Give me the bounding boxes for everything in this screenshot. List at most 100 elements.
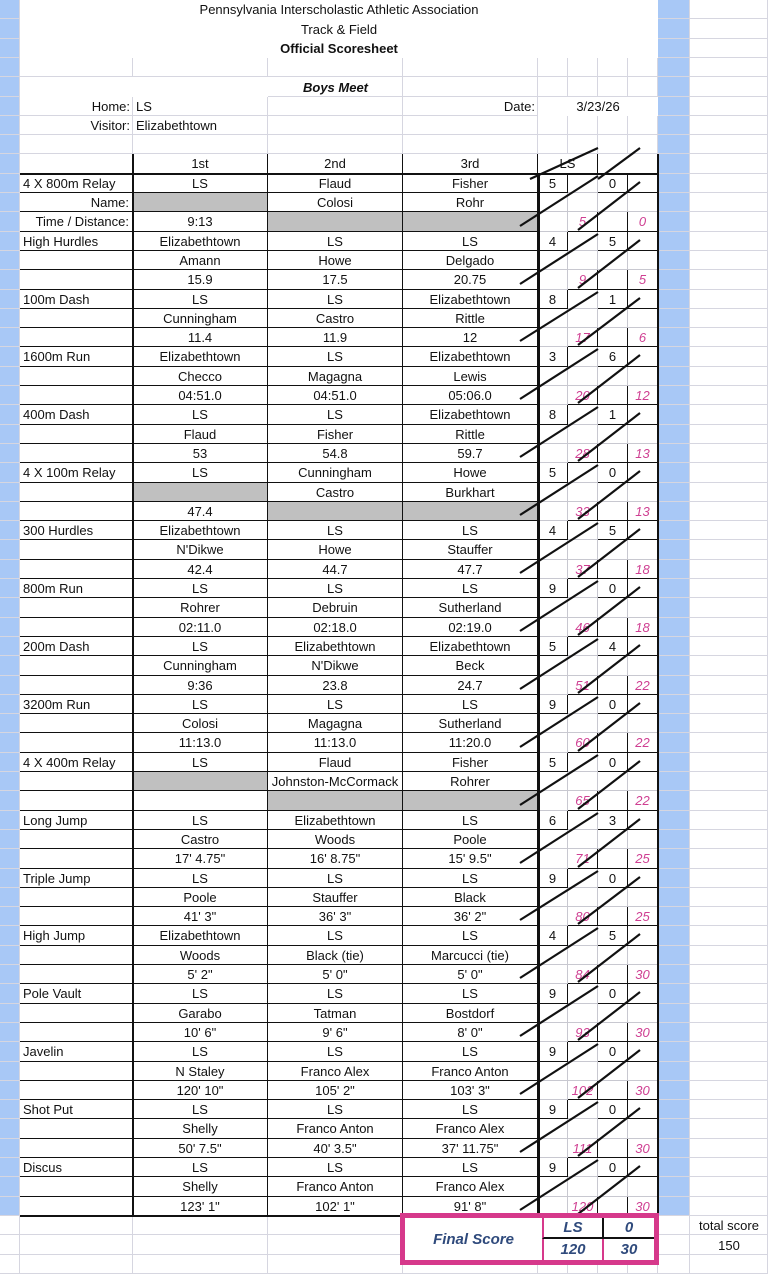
visitor-running-total[interactable]: 30 — [628, 965, 658, 984]
frozen-column-cell[interactable] — [658, 251, 690, 270]
frozen-column-cell[interactable] — [0, 386, 20, 405]
grid-cell[interactable] — [690, 1255, 768, 1274]
place-team[interactable]: Elizabethtown — [403, 405, 538, 425]
visitor-running-total[interactable]: 18 — [628, 560, 658, 579]
grid-cell[interactable] — [658, 1216, 690, 1235]
frozen-column-cell[interactable] — [658, 58, 690, 77]
grid-cell[interactable] — [690, 1081, 768, 1100]
place-team[interactable]: Fisher — [403, 174, 538, 193]
athlete-name[interactable]: Franco Alex — [403, 1119, 538, 1139]
frozen-column-cell[interactable] — [0, 116, 20, 135]
frozen-column-cell[interactable] — [0, 1023, 20, 1042]
grid-cell[interactable] — [690, 1177, 768, 1197]
frozen-column-cell[interactable] — [0, 290, 20, 309]
grid-cell[interactable] — [403, 77, 538, 97]
athlete-name[interactable]: Franco Anton — [403, 1062, 538, 1081]
athlete-name[interactable]: Flaud — [133, 425, 268, 444]
grid-cell[interactable] — [268, 97, 403, 116]
home-running-total[interactable]: 111 — [568, 1139, 598, 1158]
athlete-name[interactable]: Debruin — [268, 598, 403, 618]
home-points[interactable]: 9 — [538, 695, 568, 714]
grid-cell[interactable] — [133, 58, 268, 77]
frozen-column-cell[interactable] — [0, 965, 20, 984]
frozen-column-cell[interactable] — [0, 1139, 20, 1158]
grid-cell[interactable] — [690, 984, 768, 1004]
grid-cell[interactable] — [403, 116, 538, 135]
place-team[interactable]: LS — [268, 926, 403, 946]
athlete-name[interactable]: Cunningham — [133, 309, 268, 328]
visitor-running-total[interactable]: 25 — [628, 849, 658, 869]
frozen-column-cell[interactable] — [658, 463, 690, 483]
visitor-points[interactable]: 0 — [598, 869, 628, 888]
athlete-name[interactable]: Black — [403, 888, 538, 907]
mark-value[interactable]: 10' 6" — [133, 1023, 268, 1042]
grid-cell[interactable] — [690, 733, 768, 753]
home-running-total[interactable]: 20 — [568, 386, 598, 405]
frozen-column-cell[interactable] — [658, 483, 690, 502]
frozen-column-cell[interactable] — [658, 386, 690, 405]
frozen-column-cell[interactable] — [0, 347, 20, 367]
grid-cell[interactable] — [628, 116, 658, 135]
mark-value[interactable]: 9' 6" — [268, 1023, 403, 1042]
mark-value[interactable]: 17' 4.75" — [133, 849, 268, 869]
frozen-column-cell[interactable] — [0, 425, 20, 444]
grid-cell[interactable] — [628, 58, 658, 77]
grid-cell[interactable] — [568, 116, 598, 135]
athlete-name[interactable]: Poole — [133, 888, 268, 907]
place-team[interactable]: LS — [268, 290, 403, 309]
mark-value[interactable]: 24.7 — [403, 676, 538, 695]
place-team[interactable]: LS — [403, 1042, 538, 1062]
mark-value[interactable]: 37' 11.75" — [403, 1139, 538, 1158]
athlete-name[interactable]: Fisher — [268, 425, 403, 444]
frozen-column-cell[interactable] — [0, 0, 20, 19]
shaded-cell[interactable] — [133, 193, 268, 212]
mark-value[interactable]: 5' 0" — [403, 965, 538, 984]
frozen-column-cell[interactable] — [658, 328, 690, 347]
place-team[interactable]: LS — [268, 869, 403, 888]
place-team[interactable]: LS — [133, 869, 268, 888]
visitor-running-total[interactable]: 30 — [628, 1139, 658, 1158]
grid-cell[interactable] — [598, 135, 628, 154]
athlete-name[interactable]: Marcucci (tie) — [403, 946, 538, 965]
frozen-column-cell[interactable] — [658, 676, 690, 695]
mark-value[interactable]: 04:51.0 — [268, 386, 403, 405]
home-running-total[interactable]: 17 — [568, 328, 598, 347]
athlete-name[interactable]: N Staley — [133, 1062, 268, 1081]
home-running-total[interactable]: 37 — [568, 560, 598, 579]
grid-cell[interactable] — [598, 77, 628, 97]
grid-cell[interactable] — [133, 135, 268, 154]
visitor-points[interactable]: 6 — [598, 347, 628, 367]
frozen-column-cell[interactable] — [0, 1062, 20, 1081]
place-team[interactable]: LS — [268, 521, 403, 540]
visitor-running-total[interactable]: 30 — [628, 1023, 658, 1042]
home-running-total[interactable]: 33 — [568, 502, 598, 521]
grid-cell[interactable] — [690, 212, 768, 232]
grid-cell[interactable] — [0, 1255, 20, 1274]
grid-cell[interactable] — [133, 1235, 268, 1255]
frozen-column-cell[interactable] — [658, 77, 690, 97]
frozen-column-cell[interactable] — [658, 869, 690, 888]
frozen-column-cell[interactable] — [658, 656, 690, 676]
grid-cell[interactable] — [690, 309, 768, 328]
visitor-points[interactable]: 0 — [598, 753, 628, 772]
athlete-name[interactable]: Franco Anton — [268, 1119, 403, 1139]
athlete-name[interactable]: Black (tie) — [268, 946, 403, 965]
frozen-column-cell[interactable] — [658, 405, 690, 425]
grid-cell[interactable] — [690, 0, 768, 19]
grid-cell[interactable] — [690, 579, 768, 598]
frozen-column-cell[interactable] — [0, 695, 20, 714]
mark-value[interactable]: 11:20.0 — [403, 733, 538, 753]
frozen-column-cell[interactable] — [0, 232, 20, 251]
grid-cell[interactable] — [598, 116, 628, 135]
grid-cell[interactable] — [568, 77, 598, 97]
visitor-points[interactable]: 0 — [598, 1042, 628, 1062]
grid-cell[interactable] — [690, 77, 768, 97]
athlete-name[interactable]: Rohrer — [403, 772, 538, 791]
athlete-name[interactable]: Checco — [133, 367, 268, 386]
grid-cell[interactable] — [20, 58, 133, 77]
visitor-points[interactable]: 0 — [598, 579, 628, 598]
frozen-column-cell[interactable] — [0, 212, 20, 232]
home-points[interactable]: 9 — [538, 579, 568, 598]
frozen-column-cell[interactable] — [658, 830, 690, 849]
visitor-running-total[interactable]: 0 — [628, 212, 658, 232]
